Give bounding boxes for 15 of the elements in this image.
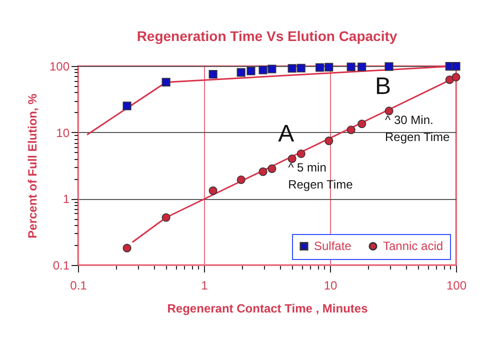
y-tick-label: 0.1 (52, 258, 70, 272)
legend-label: Sulfate (314, 239, 352, 254)
y-axis-title: Percent of Full Elution, % (25, 93, 40, 238)
x-tick-label: 0.1 (70, 278, 88, 292)
annotation: B (375, 72, 392, 100)
y-tick-label: 10 (56, 126, 70, 140)
x-axis-title: Regenerant Contact Time , Minutes (167, 302, 368, 316)
x-tick-label: 1 (201, 278, 208, 292)
x-tick-label: 10 (324, 278, 338, 292)
legend-label: Tannic acid (383, 239, 444, 254)
y-tick-label: 1 (62, 192, 70, 206)
y-tick-label: 100 (49, 60, 70, 74)
annotation: ^ 30 Min. Regen Time (385, 112, 450, 144)
chart-title: Regeneration Time Vs Elution Capacity (136, 28, 398, 44)
x-tick-label: 100 (446, 278, 467, 292)
